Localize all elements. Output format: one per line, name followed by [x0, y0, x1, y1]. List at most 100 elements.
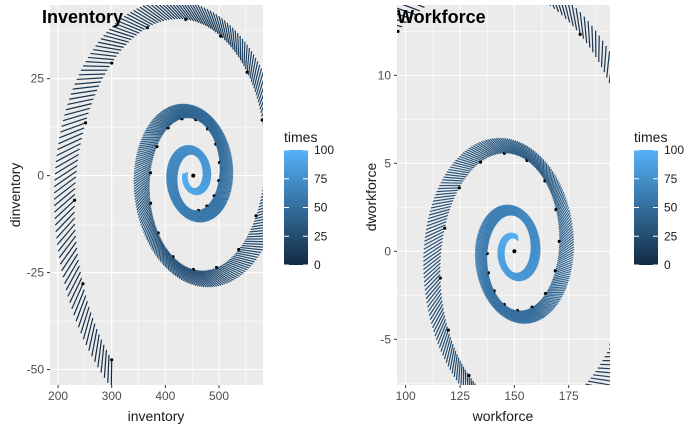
field-arrow [168, 183, 178, 195]
field-arrow [492, 290, 495, 307]
field-arrow [211, 118, 214, 137]
y-tick-label: -5 [380, 332, 391, 346]
field-arrow [487, 138, 504, 154]
field-arrow [482, 222, 497, 225]
field-arrow [219, 152, 232, 166]
field-arrow [555, 5, 559, 13]
field-arrow [530, 238, 540, 248]
field-arrow [54, 165, 78, 181]
field-arrow [259, 100, 263, 110]
field-arrow [166, 174, 178, 183]
field-arrow [475, 255, 488, 267]
field-arrow [54, 199, 76, 220]
field-arrow [442, 179, 464, 182]
trajectory-point [446, 328, 450, 332]
trajectory-point [110, 61, 114, 65]
field-arrow [166, 167, 180, 173]
field-arrow [423, 259, 441, 275]
field-arrow [206, 8, 217, 33]
field-arrow [397, 7, 416, 16]
field-arrow [587, 380, 610, 385]
field-arrow [204, 111, 209, 129]
field-arrow [169, 5, 184, 20]
field-arrow [227, 260, 250, 269]
field-arrow [484, 280, 491, 297]
field-arrow [484, 217, 499, 223]
field-arrow [137, 198, 151, 216]
field-arrow [176, 260, 185, 282]
field-arrow [141, 138, 161, 141]
field-arrow [462, 152, 483, 162]
field-arrow [533, 305, 551, 314]
field-arrow [146, 128, 166, 132]
field-arrow [216, 186, 233, 192]
field-arrow [56, 217, 76, 239]
field-arrow [69, 277, 83, 303]
field-arrow [499, 300, 504, 317]
field-arrow [61, 247, 78, 272]
field-arrow [90, 52, 117, 57]
colorbar-tick-label: 75 [664, 172, 678, 186]
field-arrow [237, 250, 260, 256]
field-arrow [474, 249, 488, 259]
field-arrow [558, 228, 574, 242]
field-arrow [558, 212, 571, 229]
field-arrow [481, 275, 490, 291]
field-arrow [489, 211, 504, 219]
field-arrow [508, 138, 520, 157]
field-arrow [260, 112, 263, 117]
field-arrow [536, 0, 547, 3]
field-arrow [133, 166, 152, 177]
field-arrow [474, 383, 476, 385]
field-arrow [134, 158, 154, 167]
field-arrow [511, 308, 521, 324]
field-arrow [489, 212, 503, 219]
trajectory-point [263, 169, 266, 172]
field-arrow [436, 189, 459, 193]
field-arrow [253, 218, 263, 223]
field-arrow [218, 170, 234, 181]
field-arrow [424, 230, 445, 242]
field-arrow [201, 270, 218, 287]
trajectory-point [397, 29, 400, 33]
x-tick-label: 175 [559, 389, 579, 403]
field-arrow [191, 104, 201, 122]
y-tick-label: 0 [37, 169, 44, 183]
field-arrow [138, 202, 152, 221]
field-arrow [554, 266, 573, 274]
field-arrow [550, 175, 557, 195]
field-arrow [603, 45, 607, 73]
field-arrow [530, 234, 539, 245]
field-arrow [504, 137, 517, 156]
field-arrow [255, 71, 263, 96]
field-arrow [558, 209, 570, 226]
field-arrow [117, 20, 143, 32]
trajectory-point [245, 70, 249, 74]
field-arrow [423, 234, 444, 246]
field-arrow [529, 252, 541, 258]
field-arrow [146, 220, 155, 241]
field-arrow [527, 260, 540, 264]
field-arrow [201, 209, 215, 219]
field-arrow [72, 85, 100, 90]
field-arrow [54, 159, 79, 175]
field-arrow [477, 230, 493, 234]
field-arrow [166, 176, 178, 187]
field-arrow [167, 179, 178, 190]
axis-ticks: 100 125 150 175 -5 0 5 10 [378, 68, 579, 403]
field-arrow [425, 221, 447, 231]
field-arrow [188, 104, 199, 121]
field-arrow [230, 257, 253, 265]
field-arrow [475, 240, 490, 248]
field-arrow [134, 156, 154, 165]
field-arrow [600, 363, 610, 366]
field-arrow [178, 5, 192, 21]
field-arrow [237, 32, 240, 58]
field-arrow [557, 248, 575, 260]
field-arrow [178, 103, 192, 119]
field-arrow [136, 147, 157, 153]
field-arrow [83, 65, 110, 68]
field-arrow [445, 173, 467, 178]
field-arrow [558, 214, 572, 231]
field-arrow [514, 140, 525, 159]
